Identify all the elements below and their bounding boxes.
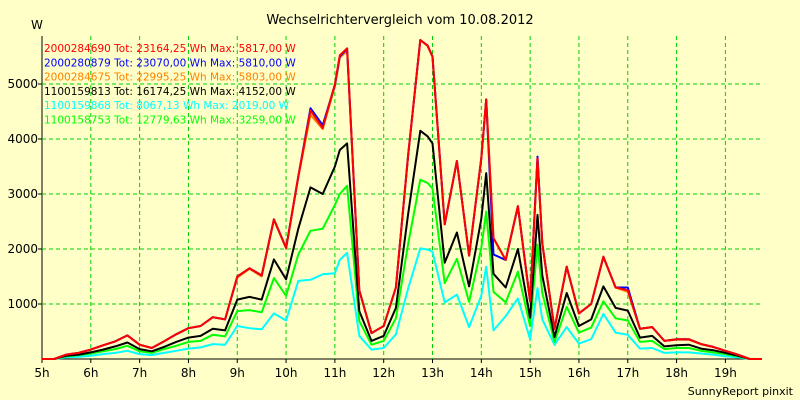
legend-entry-1100159813: 1100159813 Tot: 16174,25 Wh Max: 4152,00… [44,86,296,98]
plot-area: 5h 6h 7h 8h 9h 10h 11h 12h 13h 14h 15h 16h 17h 18h 19h… [7,36,762,380]
series-line-1100158753 [42,178,762,360]
x-tick-label: 14h [470,366,493,380]
x-tick-label: 19h [714,366,737,380]
footer-credit: SunnyReport pinxit [688,385,794,398]
legend-entry-1100158753: 1100158753 Tot: 12779,63 Wh Max: 3259,00… [44,115,296,127]
x-tick-label: 10h [275,366,298,380]
legend-entry-2000280879: 2000280879 Tot: 23070,00 Wh Max: 5810,00… [44,57,296,69]
y-tick-label: 1000 [7,297,38,311]
x-tick-label: 13h [421,366,444,380]
x-tick-label: 11h [323,366,346,380]
legend: 2000284690 Tot: 23164,25 Wh Max: 5817,00… [44,43,296,127]
y-axis-label: W [31,18,43,32]
x-tick-label: 9h [230,366,245,380]
series-line-2000284690 [42,39,762,360]
legend-entry-1100159868: 1100159868 Tot: 8067,13 Wh Max: 2019,00 … [44,100,290,112]
x-tick-label: 7h [132,366,147,380]
x-tick-label: 5h [34,366,49,380]
x-tick-label: 17h [616,366,639,380]
x-tick-label: 16h [568,366,591,380]
x-tick-label: 12h [372,366,395,380]
series-line-1100159868 [42,247,762,360]
y-tick-label: 2000 [7,242,38,256]
x-tick-label: 6h [83,366,98,380]
x-tick-label: 15h [519,366,542,380]
chart-title: Wechselrichtervergleich vom 10.08.2012 [266,13,533,28]
y-tick-label: 4000 [7,132,38,146]
y-tick-label: 5000 [7,77,38,91]
series-line-1100159813 [42,129,762,360]
x-tick-label: 8h [181,366,196,380]
legend-entry-2000284690: 2000284690 Tot: 23164,25 Wh Max: 5817,00… [44,43,296,55]
legend-entry-2000284675: 2000284675 Tot: 22995,25 Wh Max: 5803,00… [44,72,296,84]
y-tick-label: 3000 [7,187,38,201]
x-tick-label: 18h [665,366,688,380]
